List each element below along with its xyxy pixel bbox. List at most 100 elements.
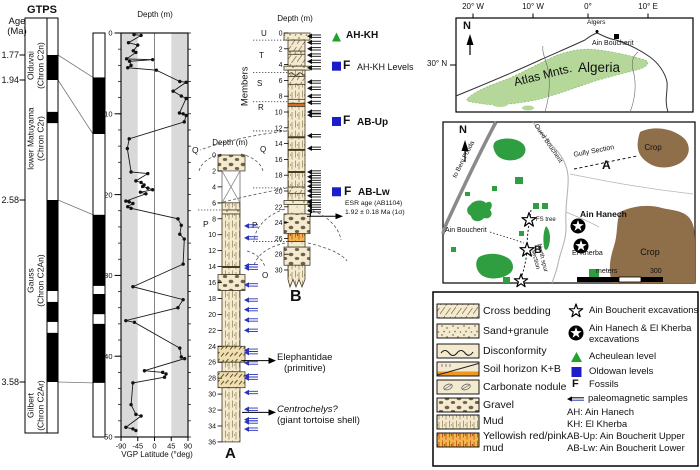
fs-tree-label: FS tree bbox=[536, 217, 556, 223]
svg-text:36: 36 bbox=[208, 439, 216, 446]
column-a-label: A bbox=[225, 445, 236, 462]
svg-text:6: 6 bbox=[279, 78, 283, 85]
legend-gravel: Gravel bbox=[483, 399, 514, 411]
svg-text:6: 6 bbox=[212, 200, 216, 207]
svg-text:10: 10 bbox=[208, 232, 216, 239]
members-axis-label: Members bbox=[239, 66, 251, 107]
svg-text:16: 16 bbox=[275, 157, 283, 164]
svg-text:22: 22 bbox=[208, 328, 216, 335]
gtps-title: GTPS bbox=[27, 4, 57, 16]
svg-text:50: 50 bbox=[104, 433, 112, 442]
svg-text:2: 2 bbox=[212, 168, 216, 175]
lon-label-10w: 10° W bbox=[522, 2, 544, 11]
fossil-elephantidae-qualifier: (primitive) bbox=[284, 363, 326, 374]
age-tick-0: 1.77 bbox=[1, 50, 19, 60]
level-ahkh-levels-label: AH-KH Levels bbox=[357, 61, 414, 72]
svg-text:10: 10 bbox=[275, 110, 283, 117]
svg-text:14: 14 bbox=[275, 141, 283, 148]
legend-cross-bedding: Cross bedding bbox=[483, 305, 551, 317]
svg-text:26: 26 bbox=[208, 360, 216, 367]
member-a-q: Q bbox=[192, 145, 199, 155]
fossil-centrochelys-qualifier: (giant tortoise shell) bbox=[277, 415, 360, 426]
city-algiers-label: Algers bbox=[587, 19, 606, 26]
svg-text:8: 8 bbox=[212, 216, 216, 223]
scale-value-label: 300 bbox=[650, 268, 662, 275]
svg-text:32: 32 bbox=[208, 408, 216, 415]
age-tick-1: 1.94 bbox=[1, 75, 19, 85]
svg-text:4: 4 bbox=[279, 62, 283, 69]
svg-text:16: 16 bbox=[208, 280, 216, 287]
legend-sand-granule: Sand+granule bbox=[483, 325, 549, 337]
level-ab-lw-label: AB-Lw bbox=[358, 187, 390, 198]
lon-label-20w: 20° W bbox=[462, 2, 484, 11]
svg-text:34: 34 bbox=[208, 423, 216, 430]
column-b-label: B bbox=[290, 288, 302, 305]
legend-mud: Mud bbox=[483, 415, 504, 427]
legend-paleomag-samples: paleomagnetic samples bbox=[588, 392, 688, 404]
el-kherba-label: El Kherba bbox=[572, 250, 603, 257]
lat-label-10e: 10° E bbox=[638, 2, 658, 11]
fossil-elephantidae: Elephantidae bbox=[277, 352, 333, 363]
legend-fossil-glyph: F bbox=[572, 378, 579, 390]
svg-text:0: 0 bbox=[108, 29, 112, 38]
column-a-depth-title: Depth (m) bbox=[212, 138, 248, 147]
member-b-u: U bbox=[261, 29, 267, 38]
fossil-f-1: F bbox=[343, 57, 351, 72]
svg-text:18: 18 bbox=[208, 296, 216, 303]
member-a-p: P bbox=[203, 219, 209, 229]
level-ab-up-label: AB-Up bbox=[357, 116, 389, 128]
legend-pink-mud: Yellowish red/pink mud bbox=[483, 430, 567, 454]
legend-abbrev-kh: KH: El Kherba bbox=[567, 419, 628, 430]
member-b-q: Q bbox=[260, 145, 267, 154]
esr-age-line2: 1.92 ± 0.18 Ma (1σ) bbox=[345, 208, 405, 216]
ain-hanech-label: Ain Hanech bbox=[580, 209, 627, 219]
esr-age-line1: ESR age (AB1104) bbox=[345, 200, 403, 207]
legend-fossils: Fossils bbox=[589, 379, 619, 390]
member-b-o: O bbox=[262, 271, 269, 280]
lat-label-30n: 30° N bbox=[427, 59, 448, 68]
svg-text:20: 20 bbox=[275, 189, 283, 196]
legend-oldowan-levels: Oldowan levels bbox=[589, 366, 654, 377]
legend-carbonate-nodule: Carbonate nodule bbox=[483, 381, 567, 393]
fossil-f-3: F bbox=[344, 183, 352, 198]
svg-text:24: 24 bbox=[208, 344, 216, 351]
svg-text:26: 26 bbox=[275, 236, 283, 243]
legend-abbrev-abup: AB-Up: Ain Boucherit Upper bbox=[567, 431, 685, 442]
svg-text:8: 8 bbox=[279, 94, 283, 101]
svg-text:28: 28 bbox=[275, 252, 283, 259]
age-tick-3: 3.58 bbox=[1, 377, 19, 387]
column-b-depth-title: Depth (m) bbox=[277, 14, 313, 23]
crop-label-1: Crop bbox=[644, 143, 662, 152]
lon-label-0: 0° bbox=[584, 2, 592, 11]
member-b-r: R bbox=[258, 103, 264, 112]
svg-text:14: 14 bbox=[208, 264, 216, 271]
fossil-centrochelys: Centrochelys? bbox=[277, 404, 338, 415]
chron-id: (Chron C2r) bbox=[35, 116, 45, 161]
level-ah-kh-label: AH-KH bbox=[346, 30, 379, 41]
legend-acheulean-level: Acheulean level bbox=[589, 351, 657, 362]
site-ain-boucherit-label: Ain Boucherit bbox=[592, 40, 634, 47]
svg-text:12: 12 bbox=[208, 248, 216, 255]
svg-text:0: 0 bbox=[152, 442, 156, 451]
ain-boucherit-site-label: Ain Boucherit bbox=[445, 227, 487, 234]
member-b-s: S bbox=[257, 79, 263, 88]
svg-text:90: 90 bbox=[184, 442, 192, 451]
member-b-p: P bbox=[252, 221, 258, 230]
svg-text:20: 20 bbox=[208, 312, 216, 319]
member-b-t: T bbox=[259, 51, 264, 60]
legend-ah-kh-excavations: Ain Hanech & El Kherba excavations bbox=[589, 323, 692, 345]
svg-text:30: 30 bbox=[104, 271, 112, 280]
legend-abbrev-ah: AH: Ain Hanech bbox=[567, 407, 635, 418]
svg-text:22: 22 bbox=[275, 204, 283, 211]
legend-abbrev-ablw: AB-Lw: Ain Boucherit Lower bbox=[567, 443, 685, 454]
svg-text:4: 4 bbox=[212, 184, 216, 191]
legend-ain-boucherit-excavations: Ain Boucherit excavations bbox=[589, 305, 699, 316]
fossil-f-2: F bbox=[343, 113, 351, 127]
north-label-top-map: N bbox=[463, 20, 471, 32]
country-algeria-label: Algeria bbox=[578, 60, 621, 75]
svg-text:2: 2 bbox=[279, 46, 283, 53]
north-label-site-map: N bbox=[459, 124, 467, 136]
svg-text:18: 18 bbox=[275, 173, 283, 180]
